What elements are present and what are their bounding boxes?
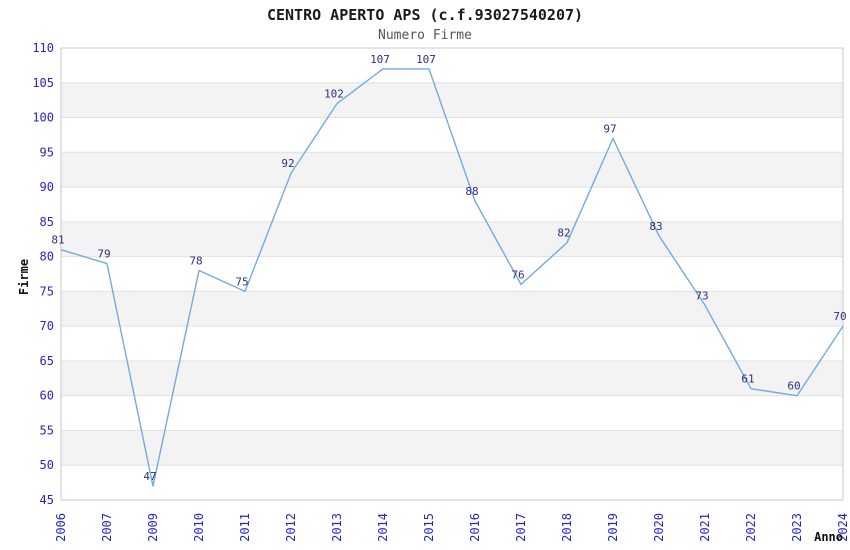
value-label: 79 <box>97 248 110 261</box>
chart-title: CENTRO APERTO APS (c.f.93027540207) <box>266 6 584 24</box>
x-tick-label: 2019 <box>606 513 620 542</box>
y-tick-label: 105 <box>32 76 54 90</box>
plot-band <box>61 152 843 188</box>
x-tick-label: 2014 <box>376 513 390 542</box>
y-axis-title: Firme <box>17 259 31 295</box>
value-label: 107 <box>416 53 436 66</box>
value-label: 92 <box>281 157 294 170</box>
x-tick-label: 2007 <box>100 513 114 542</box>
plot-band <box>61 360 843 396</box>
y-tick-label: 110 <box>32 41 54 55</box>
value-label: 82 <box>557 227 570 240</box>
x-tick-label: 2010 <box>192 513 206 542</box>
x-tick-label: 2013 <box>330 513 344 542</box>
plot-band <box>61 430 843 466</box>
y-tick-label: 60 <box>40 389 54 403</box>
value-label: 61 <box>741 373 754 386</box>
x-axis-title: Anno <box>814 530 843 544</box>
value-label: 75 <box>235 275 248 288</box>
x-tick-label: 2011 <box>238 513 252 542</box>
value-label: 47 <box>143 470 156 483</box>
y-tick-label: 50 <box>40 458 54 472</box>
data-line <box>60 68 844 487</box>
plot-band <box>61 82 843 118</box>
value-label: 88 <box>465 185 478 198</box>
value-label: 83 <box>649 220 662 233</box>
y-tick-label: 65 <box>40 354 54 368</box>
plot-band <box>61 221 843 257</box>
x-tick-label: 2023 <box>790 513 804 542</box>
y-tick-label: 45 <box>40 493 54 507</box>
x-tick-label: 2021 <box>698 513 712 542</box>
value-label: 97 <box>603 122 616 135</box>
x-tick-label: 2020 <box>652 513 666 542</box>
x-tick-label: 2006 <box>54 513 68 542</box>
y-tick-label: 100 <box>32 111 54 125</box>
y-tick-label: 95 <box>40 145 54 159</box>
value-label: 76 <box>511 268 524 281</box>
y-tick-label: 90 <box>40 180 54 194</box>
x-tick-label: 2016 <box>468 513 482 542</box>
x-tick-label: 2012 <box>284 513 298 542</box>
value-label: 60 <box>787 380 800 393</box>
y-tick-label: 75 <box>40 284 54 298</box>
y-tick-label: 80 <box>40 250 54 264</box>
x-tick-label: 2022 <box>744 513 758 542</box>
plot-band <box>61 291 843 327</box>
x-tick-label: 2024 <box>836 513 850 542</box>
value-label: 107 <box>370 53 390 66</box>
x-tick-label: 2018 <box>560 513 574 542</box>
y-tick-label: 85 <box>40 215 54 229</box>
chart-subtitle: Numero Firme <box>378 28 472 43</box>
value-label: 102 <box>324 88 344 101</box>
value-label: 73 <box>695 289 708 302</box>
value-label: 78 <box>189 255 202 268</box>
value-label: 81 <box>51 234 64 247</box>
x-tick-label: 2009 <box>146 513 160 542</box>
y-tick-label: 55 <box>40 424 54 438</box>
x-tick-label: 2015 <box>422 513 436 542</box>
y-tick-label: 70 <box>40 319 54 333</box>
value-label: 70 <box>833 310 846 323</box>
x-tick-label: 2017 <box>514 513 528 542</box>
plot-border <box>60 47 844 501</box>
